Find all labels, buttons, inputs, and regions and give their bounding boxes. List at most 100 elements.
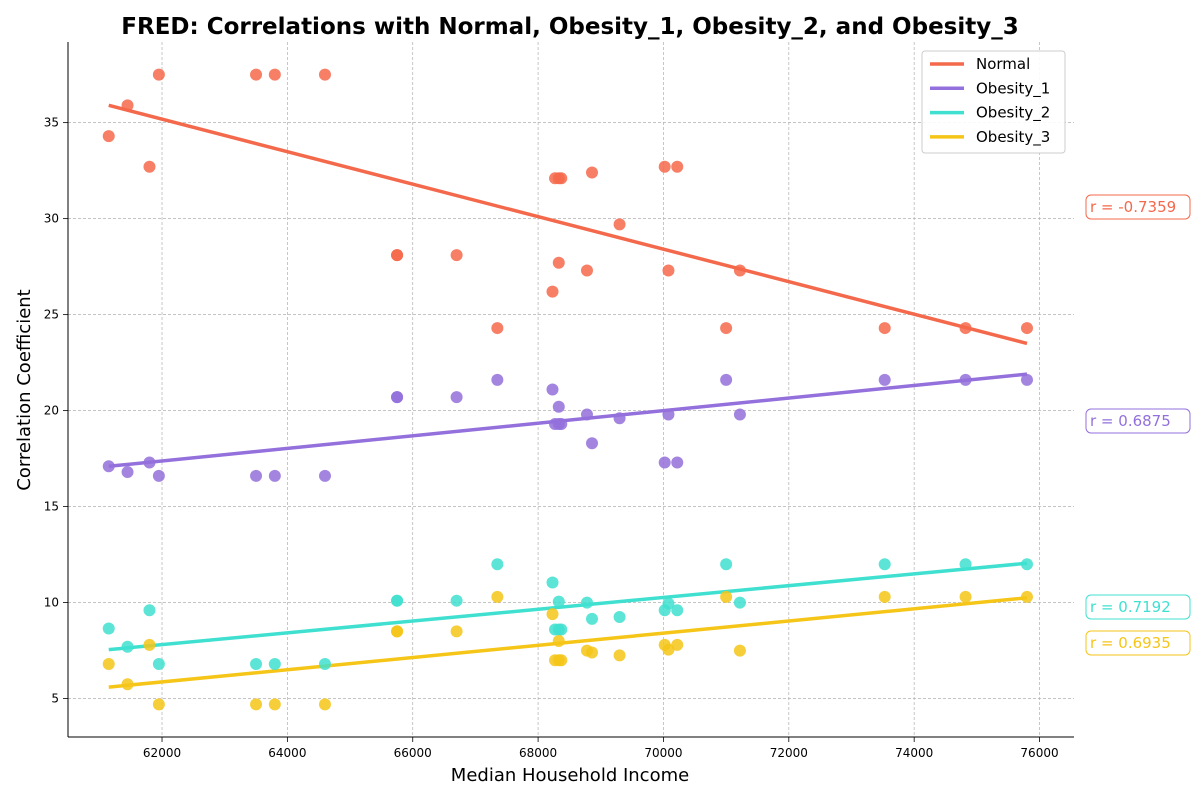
data-point-normal xyxy=(552,256,565,269)
r-label-obesity_3: r = 0.6935 xyxy=(1090,634,1171,652)
data-point-obesity_2 xyxy=(318,658,331,671)
data-point-obesity_1 xyxy=(121,466,134,479)
data-point-normal xyxy=(733,264,746,277)
data-point-obesity_1 xyxy=(658,456,671,469)
data-point-obesity_3 xyxy=(1020,590,1033,603)
data-point-obesity_2 xyxy=(546,576,559,589)
r-label-obesity_2: r = 0.7192 xyxy=(1090,598,1171,616)
chart-title: FRED: Correlations with Normal, Obesity_… xyxy=(121,14,1018,40)
data-point-obesity_3 xyxy=(491,590,504,603)
x-tick-label: 64000 xyxy=(268,746,306,760)
data-point-obesity_2 xyxy=(613,611,626,624)
data-point-obesity_3 xyxy=(121,678,134,691)
data-point-normal xyxy=(143,160,156,173)
data-point-normal xyxy=(102,130,115,143)
r-label-box xyxy=(1085,408,1191,434)
data-point-obesity_2 xyxy=(250,658,263,671)
data-point-normal xyxy=(1020,322,1033,335)
data-point-normal xyxy=(152,68,165,81)
data-point-obesity_1 xyxy=(491,373,504,386)
data-point-obesity_1 xyxy=(546,383,559,396)
legend-label: Obesity_3 xyxy=(976,128,1050,147)
y-tick-label: 15 xyxy=(44,500,59,514)
data-point-obesity_1 xyxy=(662,408,675,421)
data-point-obesity_1 xyxy=(733,408,746,421)
data-point-obesity_1 xyxy=(720,373,733,386)
legend-label: Obesity_2 xyxy=(976,104,1050,123)
tick-labels: 62000 64000 66000 68000 70000 72000 74000 76000… xyxy=(44,116,1059,760)
x-tick-label: 74000 xyxy=(895,746,933,760)
data-point-obesity_2 xyxy=(1020,558,1033,571)
data-point-normal xyxy=(720,322,733,335)
y-tick-label: 20 xyxy=(44,404,59,418)
data-point-normal xyxy=(585,166,598,179)
r-label-obesity_1: r = 0.6875 xyxy=(1090,412,1171,430)
data-point-obesity_1 xyxy=(152,469,165,482)
data-point-obesity_2 xyxy=(391,594,404,607)
data-point-normal xyxy=(491,322,504,335)
data-point-obesity_3 xyxy=(733,644,746,657)
data-point-obesity_1 xyxy=(959,373,972,386)
data-point-obesity_1 xyxy=(250,469,263,482)
trend-line-obesity_1 xyxy=(108,372,1028,469)
trend-line-obesity_3 xyxy=(108,596,1028,689)
data-point-obesity_1 xyxy=(585,437,598,450)
data-point-normal xyxy=(959,322,972,335)
data-point-obesity_2 xyxy=(268,658,281,671)
data-point-obesity_3 xyxy=(662,643,675,656)
data-point-obesity_3 xyxy=(102,658,115,671)
trend-line-obesity_2 xyxy=(108,561,1028,652)
y-tick-label: 10 xyxy=(44,596,59,610)
data-point-obesity_2 xyxy=(878,558,891,571)
data-point-obesity_2 xyxy=(585,612,598,625)
data-point-obesity_2 xyxy=(152,658,165,671)
data-point-obesity_1 xyxy=(878,373,891,386)
data-point-obesity_1 xyxy=(143,456,156,469)
data-point-obesity_2 xyxy=(552,595,565,608)
data-point-normal xyxy=(671,160,684,173)
trend-line-normal xyxy=(108,103,1028,346)
grid-lines xyxy=(68,42,1074,737)
y-tick-label: 5 xyxy=(51,692,59,706)
data-point-obesity_2 xyxy=(733,596,746,609)
y-tick-label: 30 xyxy=(44,212,59,226)
data-point-obesity_3 xyxy=(555,654,568,667)
data-point-obesity_2 xyxy=(143,604,156,617)
data-point-obesity_3 xyxy=(546,608,559,621)
data-point-obesity_1 xyxy=(318,469,331,482)
trend-lines xyxy=(108,103,1028,689)
legend: Normal Obesity_1 Obesity_2 Obesity_3 xyxy=(921,50,1066,154)
data-point-normal xyxy=(546,285,559,298)
data-point-normal xyxy=(658,160,671,173)
data-point-normal xyxy=(121,99,134,112)
data-point-obesity_1 xyxy=(555,418,568,431)
data-point-obesity_3 xyxy=(268,698,281,711)
data-point-obesity_2 xyxy=(671,604,684,617)
x-tick-label: 72000 xyxy=(770,746,808,760)
data-point-obesity_3 xyxy=(450,625,463,638)
y-axis-label: Correlation Coefficient xyxy=(14,289,35,490)
data-point-normal xyxy=(878,322,891,335)
axes xyxy=(63,42,1074,742)
r-label-box xyxy=(1085,630,1191,656)
legend-label: Normal xyxy=(976,55,1030,73)
data-point-obesity_1 xyxy=(613,412,626,425)
data-point-obesity_3 xyxy=(552,635,565,648)
r-label-normal: r = -0.7359 xyxy=(1090,198,1176,216)
data-point-normal xyxy=(450,249,463,262)
y-tick-label: 25 xyxy=(44,308,59,322)
r-label-box xyxy=(1085,194,1191,220)
data-point-obesity_3 xyxy=(959,590,972,603)
data-point-obesity_3 xyxy=(250,698,263,711)
data-point-obesity_2 xyxy=(662,597,675,610)
data-point-obesity_2 xyxy=(720,558,733,571)
r-label-box xyxy=(1085,594,1191,620)
data-point-obesity_1 xyxy=(268,469,281,482)
legend-box xyxy=(921,50,1066,154)
data-point-obesity_3 xyxy=(613,649,626,662)
data-point-obesity_3 xyxy=(143,638,156,651)
data-point-normal xyxy=(391,249,404,262)
data-point-normal xyxy=(555,172,568,185)
data-point-obesity_3 xyxy=(152,698,165,711)
